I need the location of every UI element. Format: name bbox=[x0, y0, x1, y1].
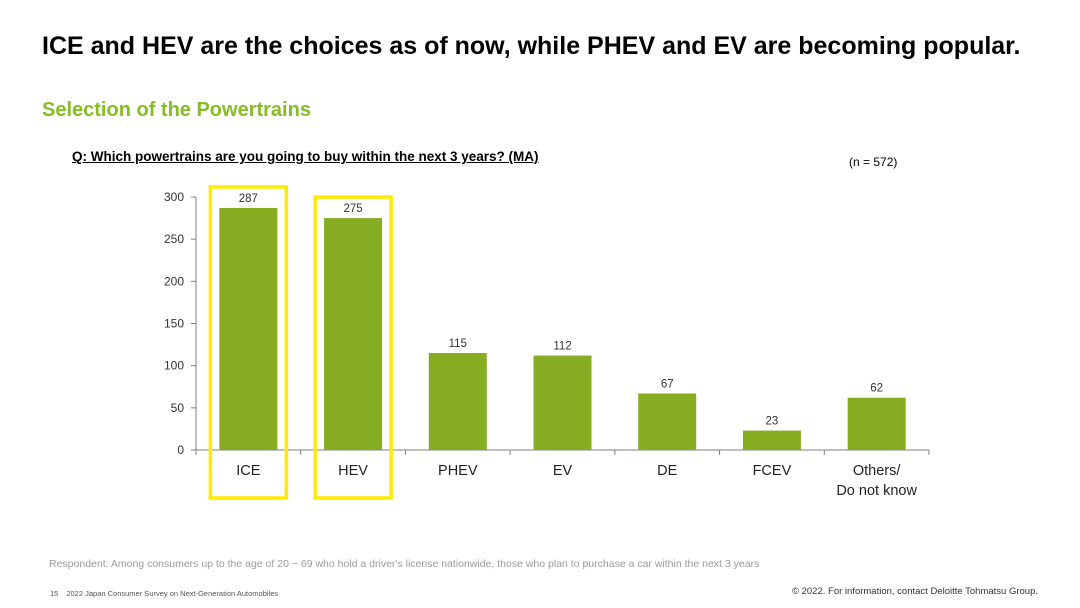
bar bbox=[219, 207, 278, 450]
bar bbox=[324, 218, 383, 450]
y-tick-label: 300 bbox=[164, 190, 184, 204]
survey-question: Q: Which powertrains are you going to bu… bbox=[72, 149, 539, 164]
report-title: 2022 Japan Consumer Survey on Next-Gener… bbox=[66, 589, 279, 598]
y-tick-label: 150 bbox=[164, 317, 184, 331]
bar bbox=[742, 430, 801, 450]
bar bbox=[533, 355, 592, 450]
data-label: 23 bbox=[766, 416, 779, 428]
y-tick-label: 50 bbox=[171, 401, 185, 415]
bar bbox=[847, 397, 906, 450]
page-number: 15 bbox=[50, 589, 59, 598]
data-label: 67 bbox=[661, 378, 674, 390]
highlight-box bbox=[313, 195, 393, 500]
footer-left: 15 2022 Japan Consumer Survey on Next-Gen… bbox=[50, 589, 278, 598]
data-label: 112 bbox=[553, 341, 571, 353]
y-tick-label: 100 bbox=[164, 359, 184, 373]
copyright: © 2022. For information, contact Deloitt… bbox=[791, 586, 1038, 597]
y-tick-label: 0 bbox=[177, 443, 184, 457]
data-label: 287 bbox=[239, 193, 258, 205]
respondent-note: Respondent: Among consumers up to the ag… bbox=[49, 558, 760, 570]
data-label: 115 bbox=[449, 338, 467, 350]
highlight-box bbox=[208, 185, 289, 500]
category-label: PHEV bbox=[438, 463, 478, 479]
category-label: Others/Do not know bbox=[836, 463, 917, 499]
data-label: 275 bbox=[343, 203, 362, 215]
category-label: DE bbox=[657, 463, 677, 479]
sample-size: (n = 572) bbox=[849, 155, 898, 169]
category-label: EV bbox=[553, 463, 573, 479]
y-tick-label: 200 bbox=[164, 274, 184, 288]
data-label: 62 bbox=[870, 383, 883, 395]
bar bbox=[428, 353, 487, 450]
category-label: ICE bbox=[236, 463, 261, 479]
headline: ICE and HEV are the choices as of now, w… bbox=[42, 32, 1021, 60]
category-label: HEV bbox=[338, 463, 368, 479]
category-label: FCEV bbox=[753, 463, 792, 479]
y-tick-label: 250 bbox=[164, 232, 184, 246]
section-title: Selection of the Powertrains bbox=[42, 99, 311, 121]
bar bbox=[638, 393, 697, 450]
